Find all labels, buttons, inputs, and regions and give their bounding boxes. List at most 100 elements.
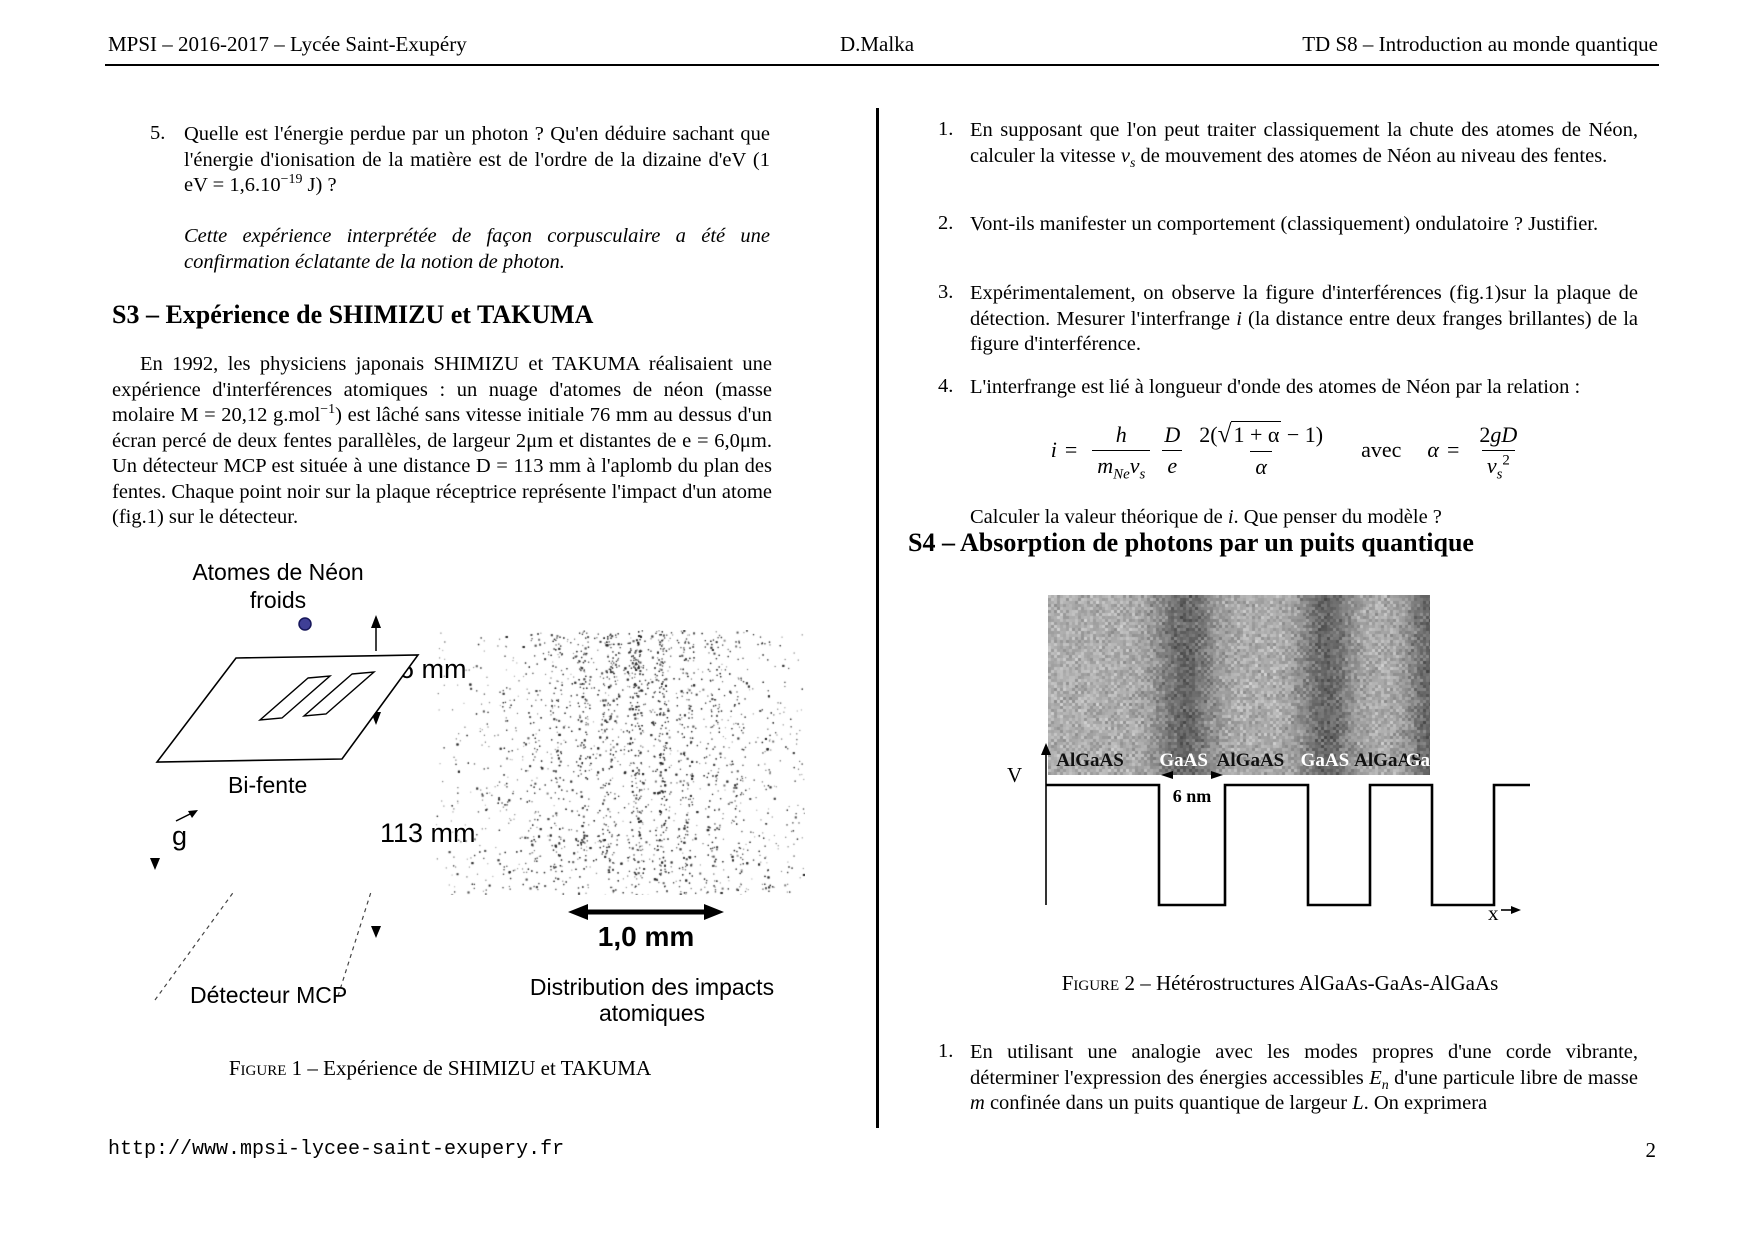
arrow-down-icon xyxy=(371,926,381,938)
section-s3-title: S3 – Expérience de SHIMIZU et TAKUMA xyxy=(112,300,594,329)
item3-text: Expérimentalement, on observe la figure … xyxy=(970,281,1638,358)
distance-113mm-label: 113 mm xyxy=(380,818,476,848)
formula-i: i xyxy=(1050,437,1057,462)
frac1-den-m: m xyxy=(1097,452,1114,478)
s4-item1-text: En utilisant une analogie avec les modes… xyxy=(970,1040,1638,1117)
s4-item1-c: confinée dans un puits quantique de larg… xyxy=(984,1092,1353,1114)
figure2-caption-tag: Figure 2 xyxy=(1061,971,1135,995)
formula-equals: = xyxy=(1064,437,1078,462)
header-rule xyxy=(105,64,1659,66)
figure1-caption-text: – Expérience de SHIMIZU et TAKUMA xyxy=(302,1056,652,1080)
frac3-post: − 1) xyxy=(1281,422,1324,447)
item1-var-sub: s xyxy=(1129,155,1136,171)
header-left: MPSI – 2016-2017 – Lycée Saint-Exupéry xyxy=(108,32,467,56)
item5-text-b: J) ? xyxy=(302,174,337,196)
formula-frac4: 2gD vs2 xyxy=(1474,422,1522,482)
s4-item1-var-m: m xyxy=(970,1092,985,1114)
distribution-label-line2: atomiques xyxy=(599,1000,705,1026)
v-axis-label: V xyxy=(1007,763,1022,787)
g-vector-arrow-icon xyxy=(188,810,198,818)
frac4-num: 2gD xyxy=(1474,422,1522,450)
item3-var-i: i xyxy=(1236,307,1242,330)
arrow-left-icon xyxy=(568,904,588,920)
section-s4-title: S4 – Absorption de photons par un puits … xyxy=(908,528,1474,557)
bifente-label: Bi-fente xyxy=(228,772,307,798)
frac3-den: α xyxy=(1250,451,1272,480)
frac4-den-sup: 2 xyxy=(1502,452,1510,469)
item1-text: En supposant que l'on peut traiter class… xyxy=(970,118,1638,171)
calc-text-b: . Que penser du modèle ? xyxy=(1233,506,1442,528)
formula-equals2: = xyxy=(1446,437,1460,462)
formula-frac2: D e xyxy=(1159,422,1185,479)
detector-label: Détecteur MCP xyxy=(190,982,347,1008)
frac1-den-v: v xyxy=(1129,452,1140,478)
frac2-den: e xyxy=(1162,449,1183,479)
s3-paragraph: En 1992, les physiciens japonais SHIMIZU… xyxy=(112,352,772,531)
s4-item1-var-E: E xyxy=(1369,1066,1382,1089)
item5-text-a: Quelle est l'énergie perdue par un photo… xyxy=(184,123,770,196)
potential-curve xyxy=(1046,783,1530,907)
s4-item1-var-L: L xyxy=(1352,1092,1364,1114)
neon-atoms-label-line2: froids xyxy=(250,587,306,613)
material-label: AlGaAS xyxy=(1056,750,1124,771)
arrow-right-icon xyxy=(704,904,724,920)
scalebar-label: 1,0 mm xyxy=(598,921,695,952)
frac4-den: vs2 xyxy=(1481,449,1515,482)
material-label: AlGaAS xyxy=(1354,750,1422,771)
calc-text: Calculer la valeur théorique de i. Que p… xyxy=(970,505,1638,531)
gravity-label: g xyxy=(172,821,187,851)
figure2-tem-image: AlGaAS GaAS AlGaAS GaAS AlGaAS GaAS xyxy=(1048,595,1430,775)
frac2-num: D xyxy=(1164,421,1181,447)
frac3-radicand: 1 + α xyxy=(1231,421,1282,447)
sqrt-icon: √ xyxy=(1217,420,1232,448)
item3-text-b: (la distance entre deux franges brillant… xyxy=(970,307,1638,356)
figure1-caption-tag: Figure 1 xyxy=(228,1056,303,1080)
frac4-den-v: v xyxy=(1486,452,1497,478)
frac1-den: mNevs xyxy=(1092,449,1151,481)
arrow-up-icon xyxy=(371,615,381,628)
distribution-label-line1: Distribution des impacts xyxy=(530,974,774,1000)
calc-var-i: i xyxy=(1227,506,1234,528)
neon-atoms-label-line1: Atomes de Néon xyxy=(192,559,363,585)
slit-right xyxy=(301,671,377,717)
s4-item1-b: d'une particule libre de masse xyxy=(1388,1066,1638,1089)
material-label: GaAS xyxy=(1300,750,1350,771)
item5-exponent: −19 xyxy=(280,172,303,188)
frac3-num: 2(√1 + α − 1) xyxy=(1194,420,1328,451)
potential-wells-diagram: V 6 nm x xyxy=(1007,743,1530,925)
figure2-caption: Figure 2 – Hétérostructures AlGaAs-GaAs-… xyxy=(905,971,1655,996)
material-label: GaAS xyxy=(1159,750,1208,771)
item4-text: L'interfrange est lié à longueur d'onde … xyxy=(970,376,1581,398)
formula-frac3: 2(√1 + α − 1) α xyxy=(1194,420,1328,480)
figure1-caption: Figure 1 – Expérience de SHIMIZU et TAKU… xyxy=(105,1056,775,1081)
frac4-num-gd: gD xyxy=(1490,421,1518,447)
detector-plane-line-left xyxy=(154,889,236,1001)
material-label: AlGaAS xyxy=(1216,750,1285,771)
slit-left xyxy=(257,675,333,721)
s4-item1-number: 1. xyxy=(938,1040,954,1062)
arrow-right-icon xyxy=(1511,906,1521,914)
x-axis-label: x xyxy=(1488,901,1499,925)
figure2-caption-text: – Hétérostructures AlGaAs-GaAs-AlGaAs xyxy=(1134,971,1499,995)
arrow-up-icon xyxy=(1041,743,1051,755)
g-vector-line xyxy=(175,812,193,822)
figure1: Atomes de Néon froids 76 mm Bi-fente g 1… xyxy=(60,555,805,1030)
item1-number: 1. xyxy=(938,118,954,140)
s3-para-b: ) est lâché sans vitesse initiale 76 mm … xyxy=(112,404,772,528)
item2-text: Vont-ils manifester un comportement (cla… xyxy=(970,213,1599,235)
header-center: D.Malka xyxy=(839,32,915,56)
s3-para-exponent: −1 xyxy=(320,402,336,418)
calc-text-a: Calculer la valeur théorique de xyxy=(970,506,1228,528)
item5-text: Quelle est l'énergie perdue par un photo… xyxy=(184,122,770,199)
item4-number: 4. xyxy=(938,375,954,397)
arrow-left-icon xyxy=(1161,771,1173,779)
footer-url[interactable]: http://www.mpsi-lycee-saint-exupery.fr xyxy=(108,1138,565,1161)
tem-canvas xyxy=(1048,595,1430,775)
frac1-num: h xyxy=(1115,421,1127,447)
well-width-label: 6 nm xyxy=(1173,786,1212,806)
figure1-diagram: Atomes de Néon froids 76 mm Bi-fente g 1… xyxy=(150,559,774,1026)
frac4-den-sub: s xyxy=(1496,465,1503,482)
neon-atom-dot xyxy=(298,617,312,631)
remark-italic: Cette expérience interprétée de façon co… xyxy=(184,225,770,273)
item2-number: 2. xyxy=(938,212,954,234)
